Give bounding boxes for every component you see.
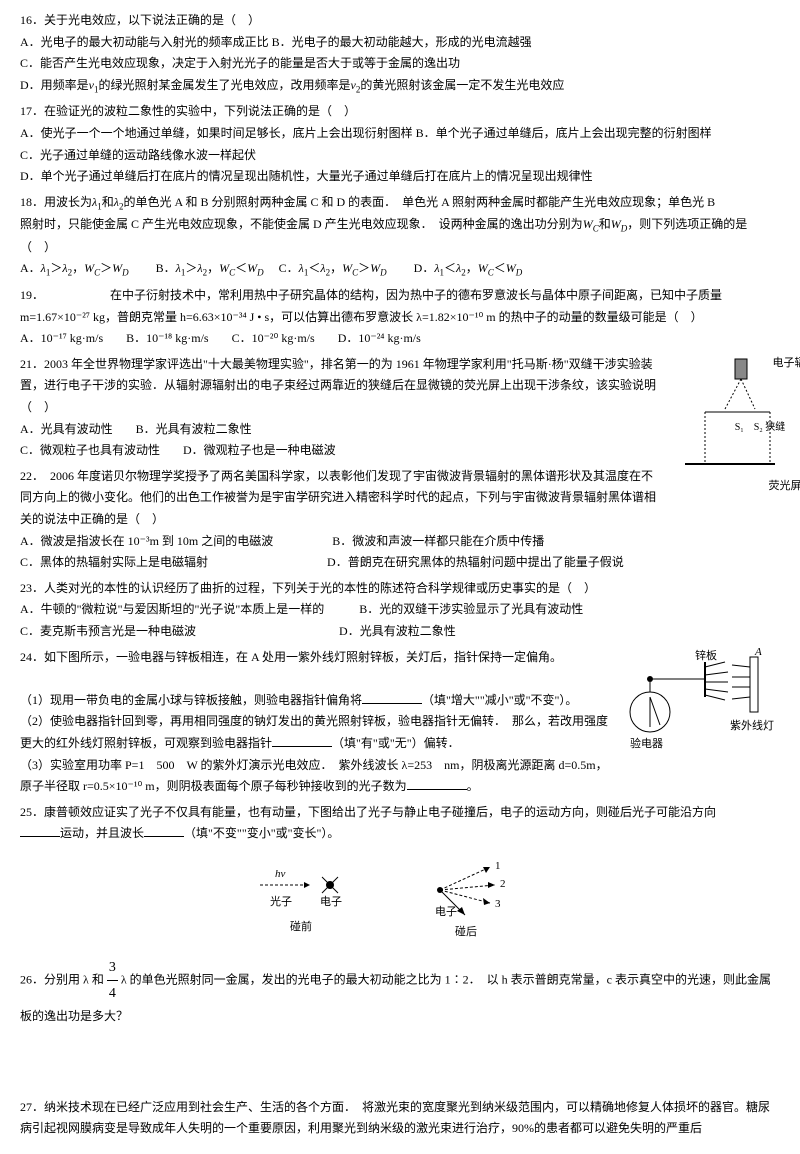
blank-2 xyxy=(272,733,332,747)
q16-optD: D．用频率是ν1的绿光照射某金属发生了光电效应，改用频率是ν2的黄光照射该金属一… xyxy=(20,75,780,98)
q19-optC: C．10⁻²⁰ kg·m/s xyxy=(232,331,315,345)
q21-optA: A．光具有波动性 xyxy=(20,422,113,436)
q19-optD: D．10⁻²⁴ kg·m/s xyxy=(338,331,421,345)
q17-optD: D．单个光子通过单缝后打在底片的情况呈现出随机性，大量光子通过单缝后打在底片上的… xyxy=(20,166,780,188)
q22-optA: A．微波是指波长在 10⁻³m 到 10m 之间的电磁波 xyxy=(20,534,273,548)
q17-optC: C．光子通过单缝的运动路线像水波一样起伏 xyxy=(20,145,780,167)
q23-text: 23．人类对光的本性的认识经历了曲折的过程，下列关于光的本性的陈述符合科学规律或… xyxy=(20,578,780,600)
q22-optD: D．普朗克在研究黑体的热辐射问题中提出了能量子假说 xyxy=(327,555,624,569)
question-23: 23．人类对光的本性的认识经历了曲折的过程，下列关于光的本性的陈述符合科学规律或… xyxy=(20,578,780,643)
q27-text: 27．纳米技术现在已经广泛应用到社会生产、生活的各个方面． 将激光束的宽度聚光到… xyxy=(20,1097,780,1140)
electroscope-svg: 验电器 锌板 A 紫外线灯 xyxy=(620,647,780,757)
q21-text: 21．2003 年全世界物理学家评选出"十大最美物理实验"，排名第一的为 196… xyxy=(20,354,780,419)
compton-svg: hν 光子 电子 碰前 1 2 3 电子 碰后 xyxy=(240,855,560,945)
blank-4 xyxy=(20,823,60,837)
q21-optD: D．微观粒子也是一种电磁波 xyxy=(183,443,336,457)
blank-3 xyxy=(407,776,467,790)
q22-optB: B．微波和声波一样都只能在介质中传播 xyxy=(332,534,544,548)
question-17: 17．在验证光的波粒二象性的实验中，下列说法正确的是（ ） A．使光子一个一个地… xyxy=(20,101,780,187)
q23-optA: A．牛顿的"微粒说"与爱因斯坦的"光子说"本质上是一样的 xyxy=(20,602,324,616)
q17-optA: A．使光子一个一个地通过单缝，如果时间足够长，底片上会出现衍射图样 xyxy=(20,126,413,140)
point-A-label: A xyxy=(754,647,762,658)
question-21: 21．2003 年全世界物理学家评选出"十大最美物理实验"，排名第一的为 196… xyxy=(20,354,780,462)
electroscope-label: 验电器 xyxy=(630,736,663,750)
q19-line1: 19． 在中子衍射技术中，常利用热中子研究晶体的结构，因为热中子的德布罗意波长与… xyxy=(20,285,780,307)
q19-optA: A．10⁻¹⁷ kg·m/s xyxy=(20,331,103,345)
blank-5 xyxy=(144,823,184,837)
q21-optC: C．微观粒子也具有波动性 xyxy=(20,443,160,457)
q23-optD: D．光具有波粒二象性 xyxy=(339,624,456,638)
q26-text: 26．分别用 λ 和 34 λ 的单色光照射同一金属，发出的光电子的最大初动能之… xyxy=(20,955,780,1028)
q16-optB: B．光电子的最大初动能越大，形成的光电流越强 xyxy=(272,35,532,49)
q19-optB: B．10⁻¹⁸ kg·m/s xyxy=(126,331,208,345)
diagram-compton: hν 光子 电子 碰前 1 2 3 电子 碰后 xyxy=(20,855,780,945)
zinc-plate-label: 锌板 xyxy=(695,648,717,662)
svg-text:1: 1 xyxy=(495,860,501,872)
q18-paren: （ ） xyxy=(20,237,780,259)
svg-text:碰前: 碰前 xyxy=(290,919,312,933)
diagram-electroscope: 验电器 锌板 A 紫外线灯 xyxy=(620,647,780,757)
q23-optC: C．麦克斯韦预言光是一种电磁波 xyxy=(20,624,196,638)
q16-text: 16．关于光电效应，以下说法正确的是（ ） xyxy=(20,10,780,32)
q21-optB: B．光具有波粒二象性 xyxy=(136,422,252,436)
q22-optC: C．黑体的热辐射实际上是电磁辐射 xyxy=(20,555,208,569)
svg-text:2: 2 xyxy=(500,878,506,890)
q24-part3: （3）实验室用功率 P=1 500 W 的紫外灯演示光电效应． 紫外线波长 λ=… xyxy=(20,755,780,798)
q18-line2: 照射时，只能使金属 C 产生光电效应现象，不能使金属 D 产生光电效应现象． 设… xyxy=(20,214,780,237)
question-16: 16．关于光电效应，以下说法正确的是（ ） A．光电子的最大初动能与入射光的频率… xyxy=(20,10,780,97)
svg-text:3: 3 xyxy=(495,898,501,910)
question-25: 25．康普顿效应证实了光子不仅具有能量，也有动量，下图给出了光子与静止电子碰撞后… xyxy=(20,802,780,945)
q22-text: 22． 2006 年度诺贝尔物理学奖授予了两名美国科学家，以表彰他们发现了宇宙微… xyxy=(20,466,780,531)
q18-options: A．λ1＞λ2，WC＞WD B．λ1＞λ2，WC＜WD C．λ1＜λ2，WC＞W… xyxy=(20,258,780,281)
svg-text:碰后: 碰后 xyxy=(455,925,477,938)
svg-text:hν: hν xyxy=(275,868,286,880)
q23-optB: B．光的双缝干涉实验显示了光具有波动性 xyxy=(359,602,583,616)
svg-text:电子: 电子 xyxy=(435,905,457,918)
question-26: 26．分别用 λ 和 34 λ 的单色光照射同一金属，发出的光电子的最大初动能之… xyxy=(20,955,780,1028)
q16-optA: A．光电子的最大初动能与入射光的频率成正比 xyxy=(20,35,269,49)
q19-line2: m=1.67×10⁻²⁷ kg，普朗克常量 h=6.63×10⁻³⁴ J • s… xyxy=(20,307,780,329)
q17-text: 17．在验证光的波粒二象性的实验中，下列说法正确的是（ ） xyxy=(20,101,780,123)
q18-line1: 18．用波长为λ1和λ2的单色光 A 和 B 分别照射两种金属 C 和 D 的表… xyxy=(20,192,780,215)
blank-1 xyxy=(362,690,422,704)
question-18: 18．用波长为λ1和λ2的单色光 A 和 B 分别照射两种金属 C 和 D 的表… xyxy=(20,192,780,281)
svg-text:电子: 电子 xyxy=(320,895,342,908)
question-22: 22． 2006 年度诺贝尔物理学奖授予了两名美国科学家，以表彰他们发现了宇宙微… xyxy=(20,466,780,574)
q16-optC: C．能否产生光电效应现象，决定于入射光光子的能量是否大于或等于金属的逸出功 xyxy=(20,53,780,75)
q17-optB: B．单个光子通过单缝后，底片上会出现完整的衍射图样 xyxy=(416,126,712,140)
question-19: 19． 在中子衍射技术中，常利用热中子研究晶体的结构，因为热中子的德布罗意波长与… xyxy=(20,285,780,350)
question-27: 27．纳米技术现在已经广泛应用到社会生产、生活的各个方面． 将激光束的宽度聚光到… xyxy=(20,1097,780,1140)
svg-text:光子: 光子 xyxy=(270,894,292,908)
uv-lamp-label: 紫外线灯 xyxy=(730,718,774,732)
q25-text: 25．康普顿效应证实了光子不仅具有能量，也有动量，下图给出了光子与静止电子碰撞后… xyxy=(20,802,780,824)
diagram-electron-source: 电子辐射源 S₁ S₂ 狭缝 荧光屏 xyxy=(670,354,780,532)
